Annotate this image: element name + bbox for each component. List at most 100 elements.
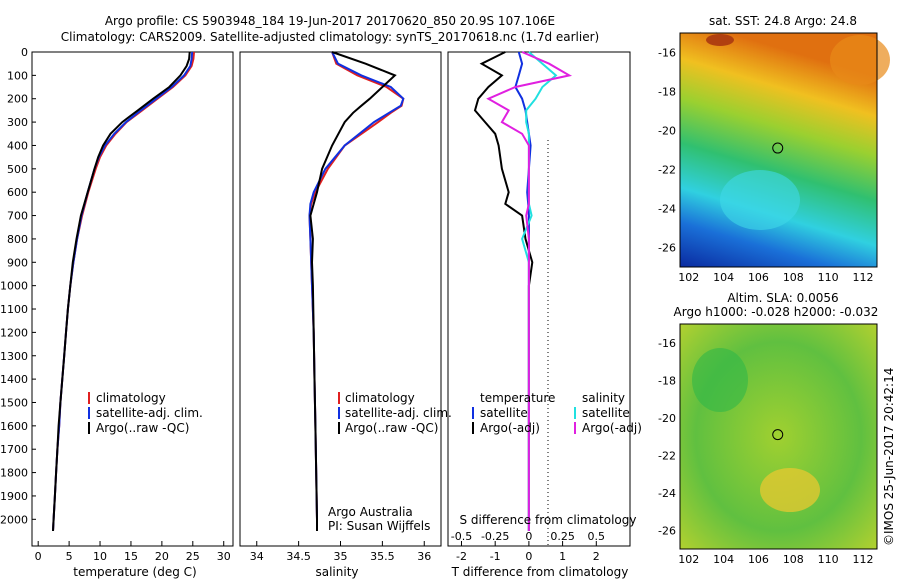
x-tick-label: 30 [217, 550, 231, 563]
legend-label-t-satellite: satellite [480, 406, 528, 420]
s-difference-xlabel: S difference from climatology [460, 513, 637, 527]
sst-lon-tick-labels: 102 104 106 108 110 112 [678, 271, 873, 284]
lat-tick-label: -26 [658, 524, 676, 537]
depth-tick-label: 1400 [0, 373, 28, 386]
legend-label-climatology: climatology [345, 391, 415, 405]
x-tick-label: 2 [593, 550, 600, 563]
salinity-legend: climatology satellite-adj. clim. Argo(..… [338, 391, 452, 435]
lon-tick-label: 110 [818, 553, 839, 566]
x-tick-label: 1 [559, 550, 566, 563]
lat-tick-label: -26 [658, 242, 676, 255]
legend-swatch-satellite [338, 407, 340, 419]
legend-swatch-s-satellite [574, 407, 576, 419]
lon-tick-label: 106 [748, 553, 769, 566]
lon-tick-label: 108 [783, 271, 804, 284]
lon-tick-label: 104 [713, 553, 734, 566]
sst-cyan-band [720, 170, 800, 230]
temperature-axes-frame [31, 51, 234, 547]
salinity-tick-labels: 34 34.5 35 35.5 36 [250, 541, 431, 563]
sst-warm-patch [830, 35, 890, 85]
diff-series-line-salinity-satellite [521, 51, 558, 531]
legend-swatch-argo [338, 422, 340, 434]
depth-tick-label: 900 [7, 256, 28, 269]
lon-tick-label: 112 [853, 271, 874, 284]
legend-swatch-climatology [338, 392, 340, 404]
x-tick-label: 36 [417, 550, 431, 563]
depth-tick-labels: 0 100 200 300 400 500 600 700 800 900 1000 1100 1200… [0, 46, 36, 526]
lat-tick-label: -22 [658, 164, 676, 177]
difference-axes-frame [447, 51, 631, 547]
lat-tick-label: -24 [658, 487, 676, 500]
lat-tick-label: -16 [658, 337, 676, 350]
lon-tick-label: 108 [783, 553, 804, 566]
lat-tick-label: -18 [658, 374, 676, 387]
depth-tick-label: 1700 [0, 443, 28, 456]
depth-tick-label: 400 [7, 139, 28, 152]
title-line-2: Climatology: CARS2009. Satellite-adjuste… [61, 30, 599, 44]
x-tick-label: 25 [186, 550, 200, 563]
legend-label-satellite: satellite-adj. clim. [96, 406, 203, 420]
series-line-argo-raw-qc- [309, 51, 397, 531]
sla-map-panel: Altim. SLA: 0.0056 Argo h1000: -0.028 h2… [658, 291, 878, 566]
sla-lon-tick-labels: 102 104 106 108 110 112 [678, 553, 873, 566]
lat-tick-label: -20 [658, 412, 676, 425]
sst-argo-location-marker [772, 142, 784, 154]
x-tick-label: -2 [456, 550, 467, 563]
sla-map-title-2: Argo h1000: -0.028 h2000: -0.032 [674, 305, 879, 319]
x-tick-label: -1 [490, 550, 501, 563]
depth-tick-label: 0 [21, 46, 28, 59]
x-tick-label: 34.5 [286, 550, 311, 563]
x-tick-label: 34 [250, 550, 264, 563]
x-tick-label: 35.5 [370, 550, 395, 563]
depth-tick-label: 1600 [0, 420, 28, 433]
sla-map-title-1: Altim. SLA: 0.0056 [727, 291, 838, 305]
lat-tick-label: -20 [658, 125, 676, 138]
sla-map-frame [679, 323, 878, 550]
lon-tick-label: 102 [678, 553, 699, 566]
legend-swatch-climatology [88, 392, 90, 404]
lon-tick-label: 102 [678, 271, 699, 284]
sla-lat-tick-labels: -16 -18 -20 -22 -24 -26 [658, 337, 676, 538]
legend-label-climatology: climatology [96, 391, 166, 405]
temperature-legend: climatology satellite-adj. clim. Argo(..… [88, 391, 203, 435]
depth-tick-label: 300 [7, 116, 28, 129]
x-tick-label: 35 [334, 550, 348, 563]
legend-label-t-argo: Argo(-adj) [480, 421, 540, 435]
series-line-climatology [308, 51, 405, 531]
lon-tick-label: 112 [853, 553, 874, 566]
t-difference-tick-labels: -2 -1 0 1 2 [456, 541, 600, 563]
series-line-argo-raw-qc- [52, 51, 191, 532]
temperature-xlabel: temperature (deg C) [73, 565, 196, 579]
s-tick-label: 0.25 [550, 530, 575, 543]
salinity-series [308, 51, 405, 531]
lon-tick-label: 106 [748, 271, 769, 284]
sst-hot-spot [706, 34, 734, 46]
legend-swatch-s-argo [574, 422, 576, 434]
difference-legend: temperature satellite Argo(-adj) salinit… [472, 391, 642, 435]
s-tick-label: 0 [525, 530, 532, 543]
depth-tick-label: 800 [7, 233, 28, 246]
sst-map-frame [679, 32, 878, 268]
lat-tick-label: -22 [658, 449, 676, 462]
argo-australia-annotation: Argo Australia [328, 505, 413, 519]
diff-series-line-salinity-argo-adj- [486, 51, 573, 531]
x-tick-label: 5 [66, 550, 73, 563]
series-line-satellite-adj-clim- [308, 51, 405, 531]
sla-green-patch [692, 348, 748, 412]
series-line-satellite-adj-clim- [52, 51, 194, 532]
legend-swatch-t-satellite [472, 407, 474, 419]
lon-tick-label: 104 [713, 271, 734, 284]
imos-credit: ©IMOS 25-Jun-2017 20:42:14 [882, 368, 896, 546]
x-tick-label: 10 [93, 550, 107, 563]
x-tick-label: 15 [124, 550, 138, 563]
legend-title-temperature: temperature [480, 391, 555, 405]
sst-map-title: sat. SST: 24.8 Argo: 24.8 [709, 14, 857, 28]
depth-tick-label: 1900 [0, 490, 28, 503]
depth-tick-label: 200 [7, 93, 28, 106]
depth-tick-label: 2000 [0, 513, 28, 526]
difference-series [473, 51, 573, 531]
depth-tick-label: 600 [7, 186, 28, 199]
depth-tick-label: 1500 [0, 396, 28, 409]
temperature-tick-labels: 0 5 10 15 20 25 30 [35, 541, 231, 563]
